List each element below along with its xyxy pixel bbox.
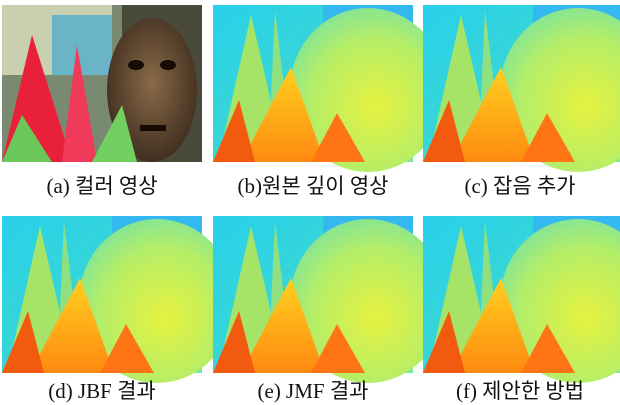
caption: (f) 제안한 방법 xyxy=(456,379,584,403)
caption: (d) JBF 결과 xyxy=(48,379,156,403)
figure: (a) 컬러 영상 (b)원본 깊이 영상 (c) 잡음 추가 (d) JBF … xyxy=(0,0,620,405)
color-image xyxy=(2,5,202,162)
depth-image xyxy=(423,5,620,172)
caption: (c) 잡음 추가 xyxy=(464,174,575,198)
caption: (a) 컬러 영상 xyxy=(46,174,157,198)
depth-image xyxy=(2,216,235,383)
caption: (e) JMF 결과 xyxy=(258,379,369,403)
caption: (b)원본 깊이 영상 xyxy=(238,174,389,198)
depth-image xyxy=(213,216,446,383)
depth-image xyxy=(423,216,620,383)
depth-image xyxy=(213,5,446,172)
